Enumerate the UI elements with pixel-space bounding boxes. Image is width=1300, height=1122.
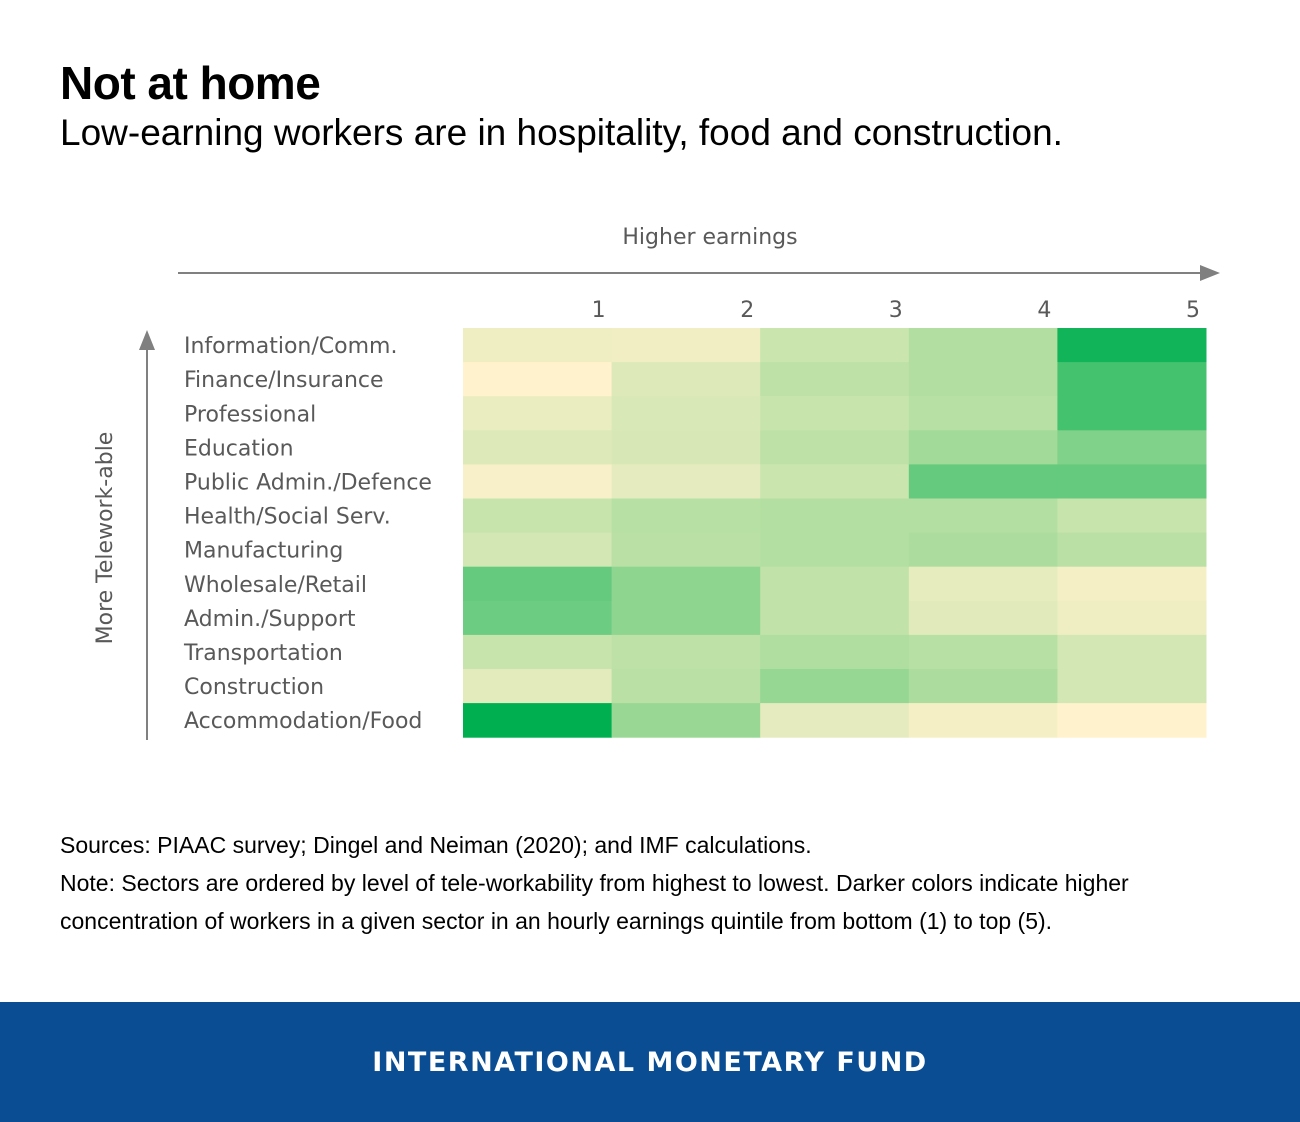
row-label: Wholesale/Retail — [184, 573, 367, 598]
heatmap-cell — [760, 532, 910, 568]
heatmap-cell — [611, 566, 761, 602]
heatmap-cell — [1057, 430, 1207, 465]
heatmap-cell — [611, 328, 761, 363]
heatmap-cell — [908, 566, 1058, 602]
heatmap-cell — [1057, 600, 1207, 636]
heatmap-cell — [611, 430, 761, 465]
heatmap-cell — [908, 600, 1058, 636]
heatmap-cell — [908, 464, 1058, 499]
column-labels: 1 2 3 4 5 — [592, 298, 1200, 323]
heatmap-cell — [1057, 532, 1207, 568]
heatmap-cell — [611, 362, 761, 397]
note-text: Note: Sectors are ordered by level of te… — [60, 870, 1129, 934]
heatmap-cell — [908, 703, 1058, 738]
heatmap-cell — [463, 396, 613, 431]
heatmap-cell — [908, 669, 1058, 704]
row-label: Professional — [184, 402, 316, 427]
row-label: Finance/Insurance — [184, 368, 384, 393]
row-label: Transportation — [183, 641, 343, 666]
heatmap-cell — [611, 532, 761, 568]
y-axis-arrowhead — [139, 330, 155, 350]
heatmap-cell — [1057, 669, 1207, 704]
sources-text: Sources: PIAAC survey; Dingel and Neiman… — [60, 832, 812, 858]
x-axis-title: Higher earnings — [622, 225, 797, 250]
heatmap-cell — [611, 498, 761, 534]
heatmap-cell — [760, 328, 910, 363]
row-label: Admin./Support — [184, 607, 356, 632]
heatmap-cells — [463, 328, 1207, 738]
heatmap-cell — [908, 362, 1058, 397]
heatmap-cell — [463, 498, 613, 534]
heatmap-cell — [760, 669, 910, 704]
x-axis-arrowhead — [1200, 265, 1220, 281]
heatmap-cell — [1057, 362, 1207, 397]
heatmap-cell — [463, 464, 613, 499]
column-label: 4 — [1037, 298, 1051, 323]
heatmap-cell — [611, 396, 761, 431]
heatmap-cell — [611, 600, 761, 636]
row-labels: Information/Comm. Finance/Insurance Profes… — [183, 334, 432, 734]
heatmap-cell — [1057, 703, 1207, 738]
heatmap-cell — [908, 328, 1058, 363]
chart-title: Not at home — [60, 57, 321, 109]
heatmap-cell — [1057, 396, 1207, 431]
heatmap-chart: Higher earnings More Telework-able 1 2 3 4 5… — [93, 225, 1220, 740]
heatmap-cell — [1057, 566, 1207, 602]
heatmap-cell — [463, 566, 613, 602]
heatmap-cell — [463, 362, 613, 397]
row-label: Construction — [184, 675, 324, 700]
heatmap-cell — [760, 600, 910, 636]
row-label: Manufacturing — [184, 539, 343, 564]
row-label: Accommodation/Food — [184, 709, 422, 734]
footer-banner: INTERNATIONAL MONETARY FUND — [0, 1002, 1300, 1122]
heatmap-cell — [463, 532, 613, 568]
heatmap-cell — [760, 703, 910, 738]
heatmap-cell — [1057, 634, 1207, 670]
heatmap-cell — [1057, 464, 1207, 499]
heatmap-cell — [463, 703, 613, 738]
heatmap-cell — [463, 430, 613, 465]
row-label: Public Admin./Defence — [184, 470, 432, 495]
heatmap-cell — [908, 430, 1058, 465]
organization-name: INTERNATIONAL MONETARY FUND — [372, 1046, 928, 1078]
heatmap-cell — [1057, 498, 1207, 534]
heatmap-cell — [908, 532, 1058, 568]
heatmap-cell — [463, 634, 613, 670]
heatmap-cell — [760, 498, 910, 534]
y-axis-title: More Telework-able — [93, 432, 118, 645]
heatmap-cell — [760, 430, 910, 465]
heatmap-cell — [611, 669, 761, 704]
row-label: Education — [184, 436, 294, 461]
heatmap-cell — [611, 703, 761, 738]
heatmap-cell — [611, 464, 761, 499]
column-label: 1 — [592, 298, 606, 323]
heatmap-cell — [908, 634, 1058, 670]
heatmap-cell — [908, 396, 1058, 431]
heatmap-cell — [1057, 328, 1207, 363]
column-label: 3 — [889, 298, 903, 323]
heatmap-cell — [463, 600, 613, 636]
heatmap-cell — [760, 634, 910, 670]
row-label: Information/Comm. — [184, 334, 397, 359]
heatmap-cell — [760, 396, 910, 431]
heatmap-cell — [611, 634, 761, 670]
chart-notes: Sources: PIAAC survey; Dingel and Neiman… — [60, 826, 1240, 940]
chart-subtitle: Low-earning workers are in hospitality, … — [60, 112, 1063, 153]
heatmap-cell — [908, 498, 1058, 534]
heatmap-cell — [463, 328, 613, 363]
heatmap-cell — [760, 566, 910, 602]
row-label: Health/Social Serv. — [184, 505, 391, 530]
heatmap-cell — [463, 669, 613, 704]
column-label: 5 — [1186, 298, 1200, 323]
heatmap-cell — [760, 362, 910, 397]
heatmap-cell — [760, 464, 910, 499]
column-label: 2 — [740, 298, 754, 323]
